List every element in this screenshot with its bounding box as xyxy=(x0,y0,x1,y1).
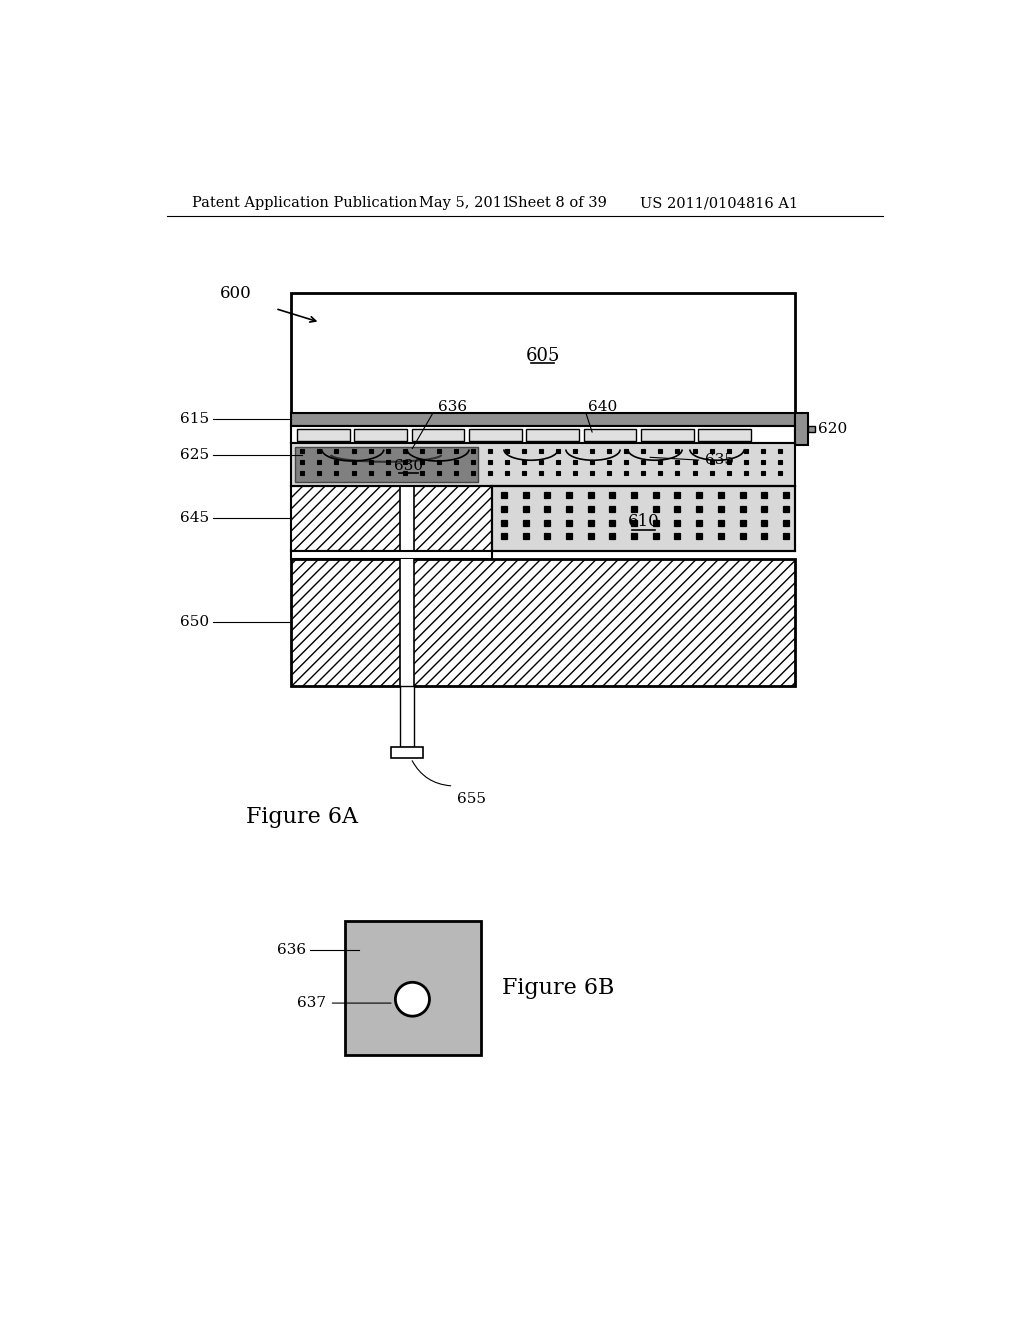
Bar xyxy=(291,293,795,413)
Bar xyxy=(391,747,423,758)
Bar xyxy=(641,429,693,441)
Text: May 5, 2011: May 5, 2011 xyxy=(419,197,511,210)
Text: 645: 645 xyxy=(180,511,209,525)
Text: 650: 650 xyxy=(180,615,209,628)
Bar xyxy=(698,429,751,441)
Bar xyxy=(291,486,493,552)
Bar xyxy=(400,686,414,747)
Bar xyxy=(584,429,636,441)
Text: 615: 615 xyxy=(180,412,209,426)
Bar xyxy=(526,429,579,441)
Text: Figure 6B: Figure 6B xyxy=(503,977,614,999)
Bar xyxy=(400,486,414,552)
Bar xyxy=(291,558,795,686)
Bar xyxy=(493,486,795,552)
Bar xyxy=(291,552,493,558)
Bar xyxy=(291,412,795,426)
Text: 610: 610 xyxy=(628,513,659,531)
Bar xyxy=(354,429,407,441)
Bar xyxy=(795,412,809,445)
Text: 636: 636 xyxy=(278,942,306,957)
Text: 635: 635 xyxy=(706,453,734,467)
Text: 637: 637 xyxy=(297,997,326,1010)
Text: Patent Application Publication: Patent Application Publication xyxy=(191,197,417,210)
Text: 630: 630 xyxy=(394,459,423,474)
Bar xyxy=(297,429,349,441)
Bar xyxy=(345,921,480,1056)
Circle shape xyxy=(395,982,429,1016)
Text: 636: 636 xyxy=(438,400,467,414)
Bar xyxy=(291,426,795,444)
Bar xyxy=(291,444,795,486)
Text: 605: 605 xyxy=(525,347,560,366)
Text: 625: 625 xyxy=(180,447,209,462)
Text: 655: 655 xyxy=(458,792,486,807)
Bar xyxy=(493,486,795,552)
Bar xyxy=(469,429,521,441)
Text: Figure 6A: Figure 6A xyxy=(246,805,357,828)
Text: 640: 640 xyxy=(588,400,616,414)
Bar xyxy=(400,558,414,686)
Bar xyxy=(295,447,478,482)
Text: 600: 600 xyxy=(220,285,252,302)
Bar xyxy=(809,425,815,432)
Text: US 2011/0104816 A1: US 2011/0104816 A1 xyxy=(640,197,798,210)
Text: Sheet 8 of 39: Sheet 8 of 39 xyxy=(508,197,606,210)
Text: 620: 620 xyxy=(818,421,847,436)
Bar xyxy=(412,429,464,441)
